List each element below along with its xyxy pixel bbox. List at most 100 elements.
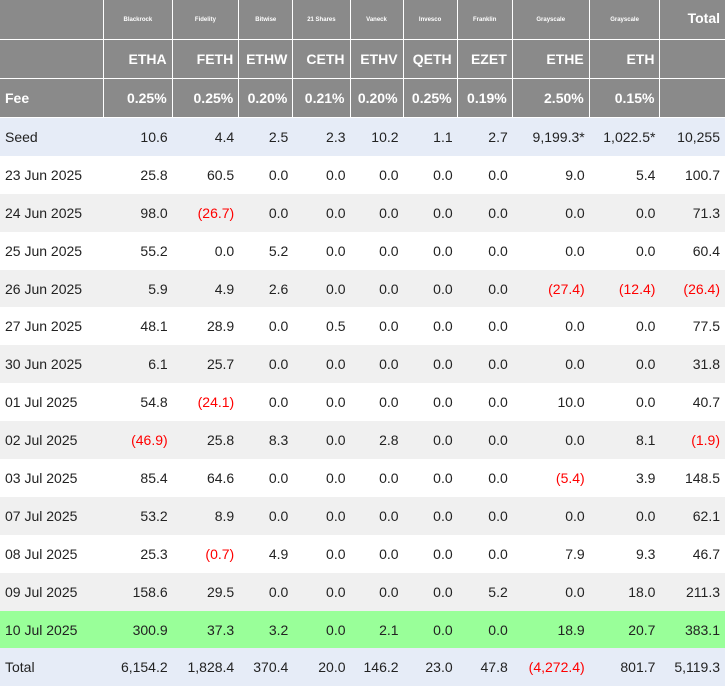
flow-cell: 4.9 (172, 269, 240, 308)
ticker-header: CETH (293, 40, 351, 79)
row-total-cell: (1.9) (660, 421, 725, 460)
flow-cell: 0.0 (512, 307, 590, 346)
flow-cell: 158.6 (104, 572, 173, 611)
ticker-header: EZET (457, 40, 513, 79)
flow-cell: 8.1 (589, 421, 661, 460)
row-label: 25 Jun 2025 (0, 231, 105, 270)
flow-cell: 9.0 (512, 155, 590, 194)
flow-cell: 6,154.2 (104, 648, 173, 686)
flow-cell: 0.0 (512, 496, 590, 535)
flow-cell: 23.0 (403, 648, 458, 686)
flow-cell: 25.3 (104, 534, 173, 573)
flow-cell: 0.0 (350, 572, 404, 611)
flow-cell: 2.7 (457, 118, 513, 156)
flow-cell: 55.2 (104, 231, 173, 270)
flow-cell: 0.0 (403, 345, 458, 384)
ticker-header-row: ETHA FETH ETHW CETH ETHV QETH EZET ETHE … (0, 40, 725, 79)
flow-cell: 0.0 (350, 345, 404, 384)
flow-cell: 0.0 (512, 345, 590, 384)
flow-cell: 0.0 (239, 307, 294, 346)
flow-cell: 10.6 (104, 118, 173, 156)
table-row: 07 Jul 2025 53.2 8.9 0.0 0.0 0.0 0.0 0.0 0.0 0.0 6… (0, 496, 725, 535)
flow-cell: 0.0 (403, 534, 458, 573)
flow-cell: 0.0 (239, 155, 294, 194)
table-row: 09 Jul 2025 158.6 29.5 0.0 0.0 0.0 0.0 5.2 0.0 18… (0, 572, 725, 611)
flow-cell: 0.0 (350, 534, 404, 573)
flow-cell: 0.0 (293, 459, 351, 497)
flow-cell: 0.0 (457, 383, 513, 422)
table-row: 03 Jul 2025 85.4 64.6 0.0 0.0 0.0 0.0 0.0 (5.4) 3… (0, 459, 725, 497)
row-total-cell: 31.8 (660, 345, 725, 384)
flow-cell: 0.0 (457, 459, 513, 497)
flow-cell: (27.4) (512, 269, 590, 308)
flow-cell: 5.4 (589, 155, 661, 194)
flow-cell: 0.0 (403, 231, 458, 270)
flow-cell: 20.0 (293, 648, 351, 686)
flow-cell: 0.0 (350, 383, 404, 422)
flow-cell: 0.0 (293, 496, 351, 535)
flow-cell: 0.0 (589, 496, 661, 535)
flow-cell: 300.9 (104, 610, 173, 649)
flow-cell: 2.3 (293, 118, 351, 156)
row-total-cell: 60.4 (660, 231, 725, 270)
issuer-header-row: Blackrock Fidelity Bitwise 21 Shares Van… (0, 0, 725, 40)
flow-cell: 4.4 (172, 118, 240, 156)
flow-cell: (5.4) (512, 459, 590, 497)
flow-cell: 0.0 (172, 231, 240, 270)
table-row: 26 Jun 2025 5.9 4.9 2.6 0.0 0.0 0.0 0.0 (27.4) (1… (0, 269, 725, 308)
flow-cell: 0.0 (293, 231, 351, 270)
flow-cell: 53.2 (104, 496, 173, 535)
flow-cell: 25.8 (104, 155, 173, 194)
corner-cell (0, 0, 105, 40)
blank-cell (660, 79, 725, 118)
total-column-header: Total (660, 0, 725, 40)
fee-cell: 0.20% (239, 79, 294, 118)
fee-cell: 0.15% (589, 79, 661, 118)
flow-cell: 0.0 (457, 534, 513, 573)
flow-cell: 10.0 (512, 383, 590, 422)
flow-cell: 1.1 (403, 118, 458, 156)
fee-label: Fee (0, 79, 105, 118)
row-total-cell: 211.3 (660, 572, 725, 611)
issuer-header: Blackrock (104, 0, 173, 40)
flow-cell: 0.0 (293, 383, 351, 422)
flow-cell: (4,272.4) (512, 648, 590, 686)
row-label: 07 Jul 2025 (0, 496, 105, 535)
table-row: 10 Jul 2025 300.9 37.3 3.2 0.0 2.1 0.0 0.0 18.9 2… (0, 610, 725, 649)
flow-cell: 0.0 (293, 421, 351, 460)
row-label: 10 Jul 2025 (0, 610, 105, 649)
flow-cell: 0.0 (512, 421, 590, 460)
flow-cell: 0.0 (293, 345, 351, 384)
row-label: Seed (0, 118, 105, 156)
flow-cell: 0.0 (239, 572, 294, 611)
table-row: 25 Jun 2025 55.2 0.0 5.2 0.0 0.0 0.0 0.0 0.0 0.0 6… (0, 231, 725, 270)
flow-cell: 0.0 (512, 231, 590, 270)
flow-cell: 48.1 (104, 307, 173, 346)
flow-cell: 0.0 (589, 307, 661, 346)
flow-cell: 0.0 (293, 534, 351, 573)
flow-cell: 370.4 (239, 648, 294, 686)
flow-cell: 0.0 (589, 383, 661, 422)
flow-cell: 5.9 (104, 269, 173, 308)
flow-cell: 0.0 (293, 155, 351, 194)
flow-cell: 0.0 (403, 496, 458, 535)
row-label: 27 Jun 2025 (0, 307, 105, 346)
flow-cell: 0.0 (457, 193, 513, 232)
flow-cell: 0.0 (403, 610, 458, 649)
flow-cell: 2.8 (350, 421, 404, 460)
issuer-header: Grayscale (589, 0, 661, 40)
flow-cell: 0.0 (403, 572, 458, 611)
flow-cell: 18.0 (589, 572, 661, 611)
row-total-cell: 383.1 (660, 610, 725, 649)
flow-cell: (12.4) (589, 269, 661, 308)
flow-cell: 5.2 (457, 572, 513, 611)
flow-cell: 0.0 (457, 421, 513, 460)
row-label: 23 Jun 2025 (0, 155, 105, 194)
flow-cell: 0.0 (350, 193, 404, 232)
row-total-cell: 62.1 (660, 496, 725, 535)
flow-cell: (0.7) (172, 534, 240, 573)
row-total-cell: (26.4) (660, 269, 725, 308)
flow-cell: 28.9 (172, 307, 240, 346)
flow-cell: 0.0 (457, 155, 513, 194)
